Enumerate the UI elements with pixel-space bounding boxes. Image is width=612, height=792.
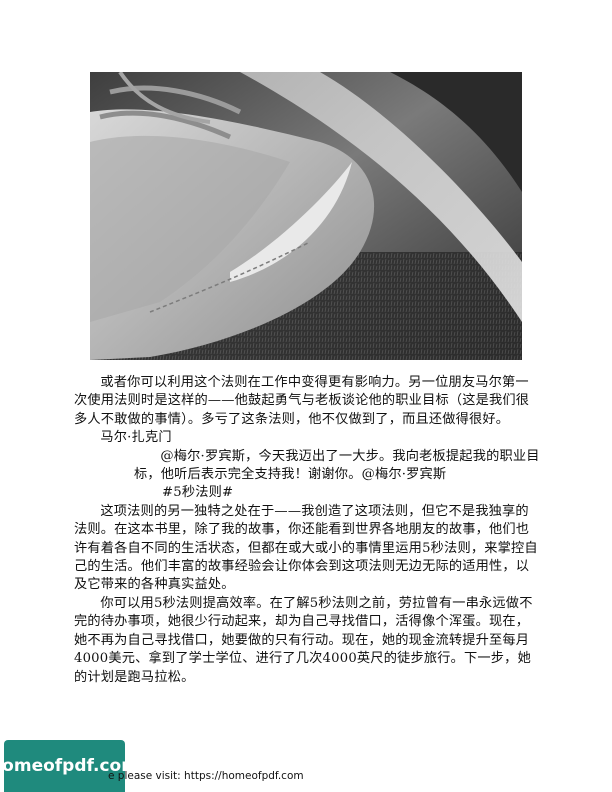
tweet-quote: @梅尔·罗宾斯，今天我迈出了一大步。我向老板提起我的职业目标，他听后表示完全支持… [134, 448, 540, 483]
paragraph-efficiency: 你可以用5秒法则提高效率。在了解5秒法则之前，劳拉曾有一串永远做不完的待办事项，… [74, 595, 533, 685]
body-text: 或者你可以利用这个法则在工作中变得更有影响力。另一位朋友马尔第一次使用法则时是这… [74, 374, 540, 687]
paragraph-unique: 这项法则的另一独特之处在于——我创造了这项法则，但它不是我独享的法则。在这本书里… [74, 503, 538, 593]
quote-author: 马尔·扎克门 [100, 430, 172, 446]
homeofpdf-badge[interactable]: homeofpdf.com [0, 740, 139, 792]
sneaker-photo [90, 72, 522, 360]
footer-link-text[interactable]: e please visit: https://homeofpdf.com [108, 770, 304, 782]
paragraph-influence: 或者你可以利用这个法则在工作中变得更有影响力。另一位朋友马尔第一次使用法则时是这… [74, 375, 530, 427]
hashtag: #5秒法则# [162, 485, 234, 501]
